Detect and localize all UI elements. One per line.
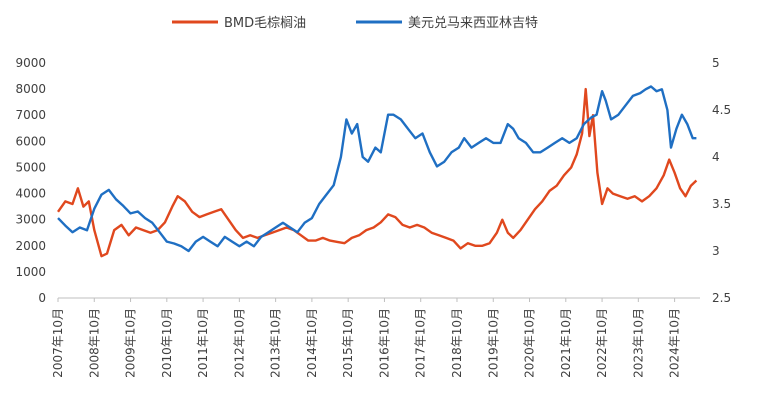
right-y-tick-label: 4 (712, 150, 720, 164)
right-y-tick-label: 3 (712, 244, 720, 258)
left-y-tick-label: 0 (38, 291, 46, 305)
x-tick-label: 2016年10月 (377, 308, 391, 378)
axes: 0 1000 2000 3000 4000 5000 6000 7000 8000 9000 2.5… (15, 56, 731, 378)
left-y-tick-label: 3000 (15, 213, 46, 227)
x-tick-label: 2011年10月 (196, 308, 210, 378)
left-y-tick-label: 7000 (15, 108, 46, 122)
left-y-tick-label: 9000 (15, 56, 46, 70)
x-tick-label: 2024年10月 (668, 308, 682, 378)
legend: BMD毛棕榈油 美元兑马来西亚林吉特 (172, 16, 538, 31)
right-y-tick-label: 2.5 (712, 291, 731, 305)
x-tick-label: 2020年10月 (523, 308, 537, 378)
x-tick-label: 2015年10月 (341, 308, 355, 378)
x-tick-label: 2010年10月 (160, 308, 174, 378)
right-y-tick-label: 4.5 (712, 103, 731, 117)
x-tick-label: 2019年10月 (486, 308, 500, 378)
series-line-palm-oil (57, 87, 698, 258)
left-y-tick-label: 8000 (15, 82, 46, 96)
x-tick-label: 2017年10月 (414, 308, 428, 378)
legend-label-palm-oil: BMD毛棕榈油 (224, 16, 306, 31)
x-tick-label: 2021年10月 (559, 308, 573, 378)
x-tick-label: 2023年10月 (631, 308, 645, 378)
x-tick-label: 2014年10月 (305, 308, 319, 378)
right-y-tick-label: 5 (712, 56, 720, 70)
plot-area (57, 85, 698, 258)
left-y-tick-label: 4000 (15, 187, 46, 201)
x-tick-label: 2009年10月 (124, 308, 138, 378)
x-tick-label: 2022年10月 (595, 308, 609, 378)
x-tick-label: 2008年10月 (87, 308, 101, 378)
x-tick-label: 2012年10月 (232, 308, 246, 378)
x-tick-label: 2013年10月 (269, 308, 283, 378)
x-tick-label: 2018年10月 (450, 308, 464, 378)
left-y-tick-label: 5000 (15, 160, 46, 174)
x-tick-label: 2007年10月 (51, 308, 65, 378)
right-y-tick-label: 3.5 (712, 197, 731, 211)
left-y-tick-label: 1000 (15, 265, 46, 279)
legend-label-usd-myr: 美元兑马来西亚林吉特 (408, 16, 538, 31)
left-y-tick-label: 2000 (15, 239, 46, 253)
left-y-tick-label: 6000 (15, 134, 46, 148)
series-line-usd-myr (57, 85, 697, 253)
